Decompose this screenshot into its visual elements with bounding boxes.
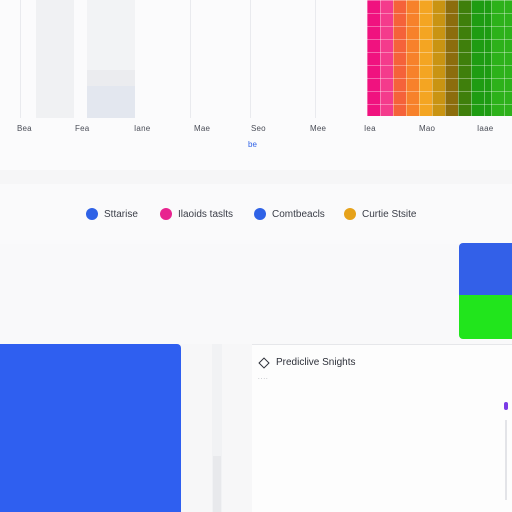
side-color-card[interactable] [459, 243, 512, 339]
x-tick-label: Bea [17, 124, 32, 133]
x-tick-label: Seo [251, 124, 266, 133]
legend-label: Comtbeacls [272, 208, 325, 220]
legend-label: Sttarise [104, 208, 138, 220]
chart-column [36, 0, 74, 118]
insights-panel: Prediclive Snights .... [252, 344, 512, 512]
x-tick-label: Iaae [477, 124, 494, 133]
legend-item[interactable]: Curtie Stsite [344, 208, 416, 220]
legend-dot-icon [86, 208, 98, 220]
legend-item[interactable]: Comtbeacls [254, 208, 325, 220]
diamond-icon [258, 356, 270, 369]
legend-item[interactable]: Sttarise [86, 208, 138, 220]
middle-panel [0, 244, 512, 344]
heatmap-block [367, 0, 512, 116]
x-tick-label: Iea [364, 124, 376, 133]
side-card-green-segment [459, 295, 512, 339]
x-tick-label: Mao [419, 124, 436, 133]
heatmap-column [471, 0, 491, 116]
x-tick-label: Iane [134, 124, 151, 133]
divider-strip-shade [213, 456, 221, 512]
grid-line [250, 0, 251, 118]
heatmap-column [445, 0, 458, 116]
heatmap-column [491, 0, 512, 116]
axis-link[interactable]: be [248, 140, 257, 149]
heatmap-column [393, 0, 406, 116]
divider-strip [212, 344, 222, 512]
heatmap-column [367, 0, 380, 116]
insights-subtitle: .... [258, 375, 269, 381]
side-card-blue-segment [459, 243, 512, 295]
heatmap-column [406, 0, 419, 116]
top-chart-panel: Bea Fea Iane Mae Seo Mee Iea Mao Iaae be [0, 0, 512, 170]
grid-line [315, 0, 316, 118]
x-tick-label: Mee [310, 124, 327, 133]
grid-line [20, 0, 21, 118]
insights-title: Prediclive Snights [276, 357, 356, 368]
legend-item[interactable]: Ilaoids taslts [160, 208, 233, 220]
x-tick-label: Fea [75, 124, 90, 133]
grid-line [190, 0, 191, 118]
heatmap-column [458, 0, 471, 116]
legend-dot-icon [254, 208, 266, 220]
legend-label: Ilaoids taslts [178, 208, 234, 220]
legend-label: Curtie Stsite [362, 208, 417, 220]
heatmap-column [380, 0, 393, 116]
insights-header[interactable]: Prediclive Snights [258, 356, 356, 369]
heatmap-column [419, 0, 432, 116]
scrollbar-thumb[interactable] [504, 402, 508, 410]
chart-legend: Sttarise Ilaoids taslts Comtbeacls Curti… [0, 184, 512, 244]
legend-dot-icon [160, 208, 172, 220]
feature-card-blue[interactable] [0, 344, 181, 512]
chart-bar-cap [87, 70, 135, 86]
scrollbar-track[interactable] [505, 420, 507, 500]
heatmap-column [432, 0, 445, 116]
x-tick-label: Mae [194, 124, 211, 133]
chart-bar [87, 86, 135, 118]
legend-dot-icon [344, 208, 356, 220]
